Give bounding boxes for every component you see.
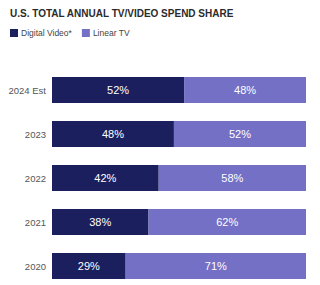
legend-swatch [82, 29, 90, 37]
legend-label: Linear TV [93, 28, 130, 38]
data-label: 52% [107, 84, 129, 96]
data-label: 52% [229, 128, 251, 140]
data-label: 29% [78, 260, 100, 272]
category-label: 2022 [25, 173, 46, 184]
bar [149, 209, 306, 235]
category-label: 2021 [25, 217, 46, 228]
legend-label: Digital Video* [21, 28, 73, 38]
data-label: 48% [234, 84, 256, 96]
data-label: 62% [216, 216, 238, 228]
bar [126, 253, 306, 279]
chart-svg: U.S. TOTAL ANNUAL TV/VIDEO SPEND SHARE Di… [0, 0, 320, 285]
chart-root: U.S. TOTAL ANNUAL TV/VIDEO SPEND SHARE Di… [0, 0, 320, 285]
bar [52, 165, 159, 191]
data-label: 58% [221, 172, 243, 184]
bar [159, 165, 306, 191]
legend-swatch [10, 29, 18, 37]
bar [52, 121, 174, 147]
data-labels: 52% 48% 42% 38% 29% 48% 52% 58% 62% 71% [78, 84, 256, 272]
data-label: 38% [89, 216, 111, 228]
bar [52, 209, 149, 235]
category-label: 2024 Est [9, 85, 47, 96]
bar [184, 77, 306, 103]
title: U.S. TOTAL ANNUAL TV/VIDEO SPEND SHARE [10, 8, 234, 19]
legend: Digital Video* Linear TV [10, 28, 130, 38]
data-label: 71% [205, 260, 227, 272]
category-label: 2020 [25, 261, 46, 272]
bar [174, 121, 306, 147]
bar [52, 77, 184, 103]
data-label: 48% [102, 128, 124, 140]
bars [52, 77, 306, 279]
bar [52, 253, 126, 279]
category-label: 2023 [25, 129, 46, 140]
data-label: 42% [94, 172, 116, 184]
